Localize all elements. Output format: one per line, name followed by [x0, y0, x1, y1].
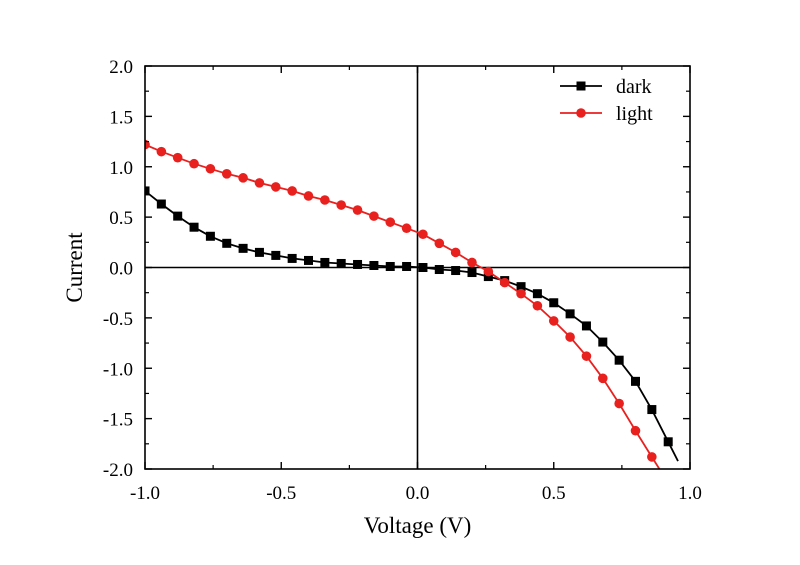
series-line-dark [145, 190, 679, 462]
data-point-light [336, 200, 347, 210]
data-point-dark [402, 261, 412, 271]
data-point-dark [631, 376, 640, 386]
data-point-dark [663, 437, 673, 447]
data-point-light [565, 332, 575, 342]
data-point-dark [385, 261, 395, 271]
data-point-dark [451, 266, 461, 276]
data-point-dark [353, 259, 363, 269]
data-point-light [614, 398, 624, 409]
y-tick-label: -1.5 [103, 410, 133, 431]
data-point-dark [238, 243, 248, 253]
data-point-light [483, 266, 494, 277]
data-point-light [145, 139, 150, 150]
y-axis-title: Current [62, 232, 87, 303]
data-point-dark [647, 405, 657, 415]
data-point-dark [254, 247, 264, 257]
data-point-dark [271, 250, 281, 260]
data-point-light [467, 257, 477, 268]
data-point-light [320, 195, 330, 205]
y-tick-label: 0.0 [109, 259, 133, 280]
axis-tick-labels: -1.0 -0.5 0.0 0.5 1.0 2.0 1.5 1.0 0.5 0.0 -0.5 -1.0… [103, 57, 702, 504]
data-point-dark [320, 257, 330, 267]
data-point-light [598, 373, 608, 384]
data-point-light [385, 217, 396, 227]
y-tick-label: 1.5 [109, 107, 133, 128]
data-point-dark [565, 309, 575, 319]
legend-marker-dark [576, 81, 586, 91]
data-point-light [254, 178, 265, 188]
x-tick-label: -0.5 [266, 483, 296, 504]
data-point-light [238, 173, 248, 183]
data-point-dark [173, 211, 183, 221]
data-point-dark [549, 298, 559, 308]
data-point-light [287, 186, 297, 196]
data-point-dark [467, 268, 477, 278]
data-point-light [548, 316, 559, 326]
y-tick-label: 1.0 [109, 158, 133, 179]
data-point-light [369, 211, 379, 221]
data-point-dark [418, 263, 428, 272]
legend-label-dark: dark [616, 76, 652, 98]
data-point-light [401, 223, 412, 234]
data-point-dark [516, 282, 526, 292]
data-point-dark [287, 253, 297, 263]
data-point-light [581, 351, 592, 361]
series-dark [145, 186, 679, 462]
series-layer [145, 139, 679, 469]
x-tick-label: 0.5 [542, 483, 566, 504]
data-point-light [532, 300, 543, 311]
series-light [145, 139, 661, 469]
legend-label-light: light [616, 103, 653, 125]
data-point-light [352, 205, 363, 215]
legend-marker-light [576, 108, 586, 118]
data-point-dark [304, 255, 313, 265]
legend-item-dark: dark [560, 76, 652, 98]
data-point-light [271, 182, 281, 192]
axis-ticks [144, 65, 691, 470]
data-point-light [172, 152, 183, 163]
data-point-light [303, 191, 314, 201]
data-point-dark [222, 238, 232, 248]
data-point-light [647, 452, 657, 462]
data-point-dark [369, 260, 379, 270]
data-point-dark [598, 337, 608, 347]
data-point-light [630, 425, 641, 436]
data-point-light [156, 146, 167, 157]
x-axis-title: Voltage (V) [364, 513, 472, 538]
data-point-dark [156, 199, 166, 209]
x-tick-label: 1.0 [678, 483, 702, 504]
data-point-light [450, 247, 461, 258]
series-line-light [145, 143, 661, 469]
data-point-dark [614, 355, 624, 365]
y-tick-label: 2.0 [109, 57, 133, 78]
x-tick-label: -1.0 [130, 483, 160, 504]
data-point-light [499, 277, 510, 288]
y-tick-label: -0.5 [103, 309, 133, 330]
data-point-dark [581, 321, 591, 331]
data-point-light [516, 288, 526, 299]
data-point-dark [205, 231, 215, 241]
data-point-light [221, 169, 232, 179]
data-point-dark [145, 186, 150, 196]
legend-item-light: light [560, 103, 653, 125]
data-point-light [189, 158, 199, 169]
data-point-dark [434, 265, 444, 275]
y-tick-label: -1.0 [103, 359, 133, 380]
data-point-light [205, 163, 216, 174]
y-tick-label: 0.5 [109, 208, 133, 229]
data-point-dark [189, 222, 199, 232]
data-point-light [418, 229, 428, 240]
data-point-dark [336, 258, 346, 268]
data-point-dark [532, 289, 542, 299]
legend: dark light [560, 76, 653, 125]
data-point-dark [483, 272, 493, 282]
data-point-light [434, 238, 445, 249]
y-tick-label: -2.0 [103, 460, 133, 481]
x-tick-label: 0.0 [406, 483, 430, 504]
